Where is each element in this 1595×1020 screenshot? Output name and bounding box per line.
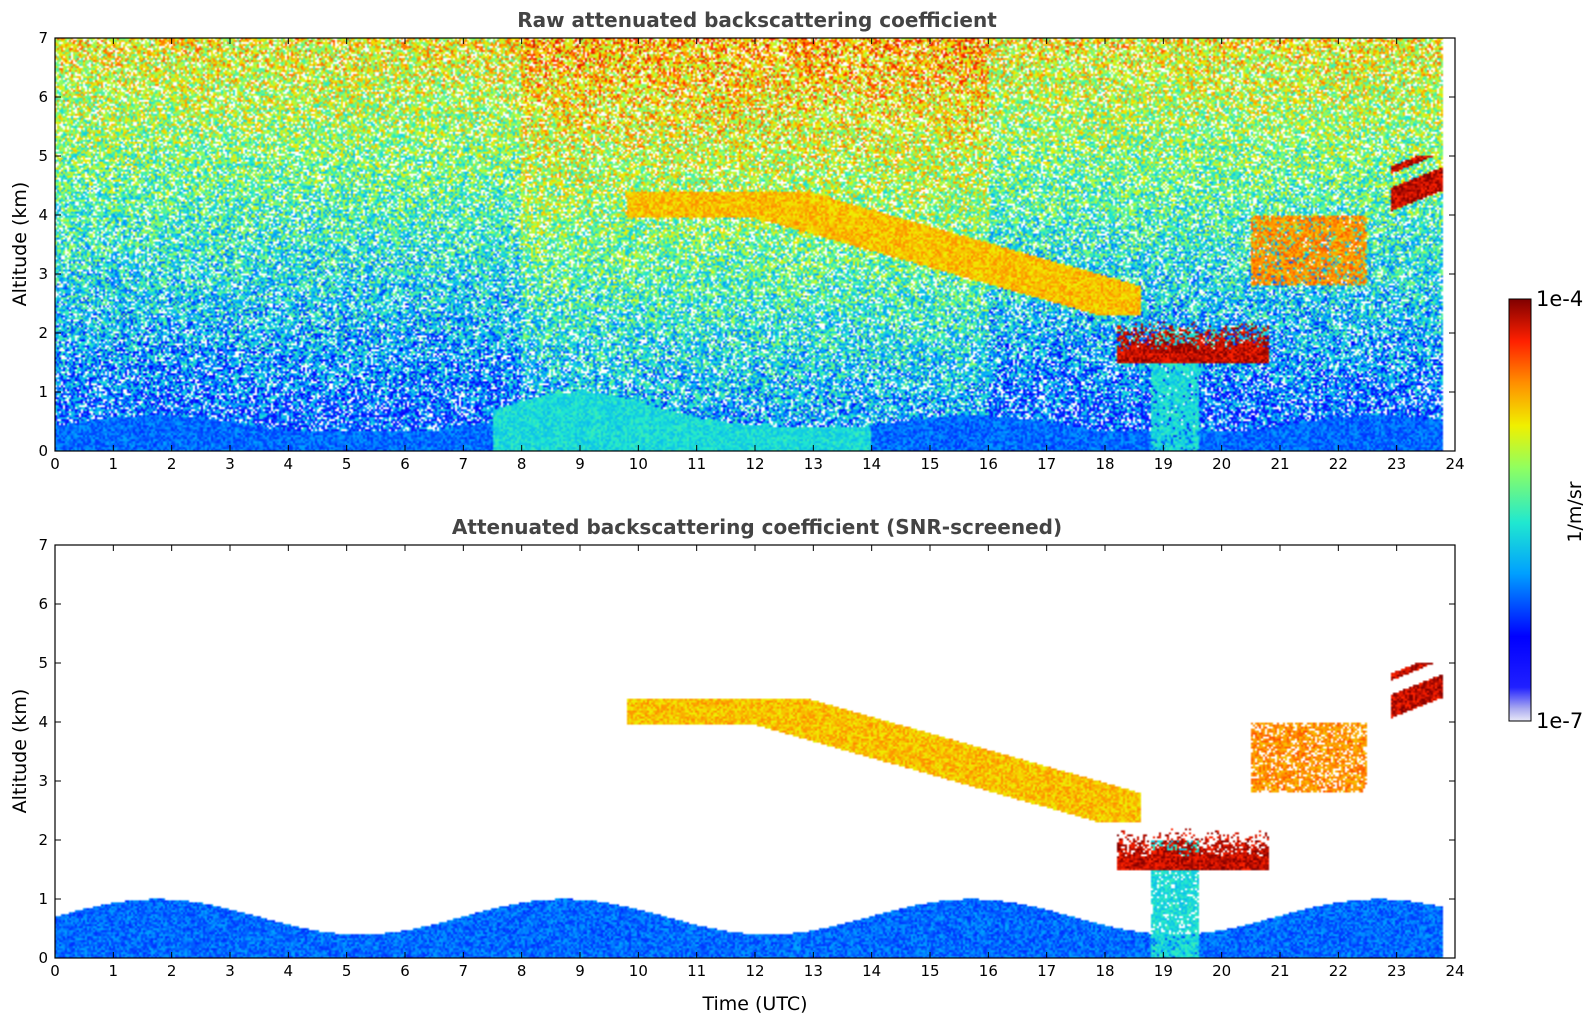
x-tick-label: 2	[167, 962, 177, 980]
y-axis-label: Altitude (km)	[9, 689, 31, 814]
x-tick-label: 15	[920, 962, 939, 980]
colorbar-label: 1/m/sr	[1564, 481, 1586, 542]
x-tick-label: 3	[225, 455, 235, 473]
x-axis-label: Time (UTC)	[701, 993, 807, 1015]
colorbar-gradient	[1508, 298, 1532, 722]
x-tick-label: 12	[745, 455, 764, 473]
x-tick-label: 9	[575, 455, 585, 473]
y-tick-label: 7	[38, 29, 48, 47]
x-tick-label: 12	[745, 962, 764, 980]
x-tick-label: 2	[167, 455, 177, 473]
y-axis-label: Altitude (km)	[9, 182, 31, 307]
x-ticks: 0 1 2 3 4 5 6 7 8 9 10 11 12 13 14 15 16 17 18 19 20 21 22 23 24	[50, 38, 1465, 473]
colorbar-max-label: 1e-4	[1536, 287, 1583, 311]
y-tick-label: 0	[38, 949, 48, 967]
x-tick-label: 1	[109, 962, 119, 980]
x-tick-label: 16	[979, 455, 998, 473]
y-tick-label: 2	[38, 831, 48, 849]
x-tick-label: 17	[1037, 455, 1056, 473]
x-tick-label: 7	[459, 962, 469, 980]
x-tick-label: 4	[284, 962, 294, 980]
panel-raw: Raw attenuated backscattering coefficien…	[9, 8, 1465, 473]
y-tick-label: 5	[38, 654, 48, 672]
panel-screened: Attenuated backscattering coefficient (S…	[9, 515, 1465, 1015]
y-tick-label: 3	[38, 772, 48, 790]
y-tick-label: 6	[38, 88, 48, 106]
x-tick-label: 10	[629, 962, 648, 980]
y-tick-label: 5	[38, 147, 48, 165]
x-tick-label: 21	[1270, 455, 1289, 473]
x-tick-label: 18	[1095, 962, 1114, 980]
heatmap-image	[55, 38, 1455, 451]
x-tick-label: 6	[400, 455, 410, 473]
y-ticks: 0 1 2 3 4 5 6 7	[38, 536, 1455, 967]
y-tick-label: 0	[38, 442, 48, 460]
x-tick-label: 19	[1154, 455, 1173, 473]
x-tick-label: 16	[979, 962, 998, 980]
x-tick-label: 7	[459, 455, 469, 473]
x-tick-label: 22	[1329, 455, 1348, 473]
x-tick-label: 18	[1095, 455, 1114, 473]
y-tick-label: 1	[38, 383, 48, 401]
x-tick-label: 23	[1387, 455, 1406, 473]
colorbar-min-label: 1e-7	[1536, 709, 1583, 733]
x-tick-label: 11	[687, 455, 706, 473]
x-ticks: 0 1 2 3 4 5 6 7 8 9 10 11 12 13 14 15 16 17 18 19 20 21 22 23 24	[50, 545, 1465, 980]
x-tick-label: 9	[575, 962, 585, 980]
x-tick-label: 5	[342, 455, 352, 473]
x-tick-label: 13	[804, 962, 823, 980]
x-tick-label: 22	[1329, 962, 1348, 980]
chart-title: Attenuated backscattering coefficient (S…	[452, 515, 1062, 539]
x-tick-label: 3	[225, 962, 235, 980]
x-tick-label: 8	[517, 455, 527, 473]
x-tick-label: 10	[629, 455, 648, 473]
y-tick-label: 7	[38, 536, 48, 554]
x-tick-label: 19	[1154, 962, 1173, 980]
y-tick-label: 1	[38, 890, 48, 908]
x-tick-label: 21	[1270, 962, 1289, 980]
x-tick-label: 1	[109, 455, 119, 473]
y-tick-label: 3	[38, 265, 48, 283]
y-tick-label: 2	[38, 324, 48, 342]
x-tick-label: 11	[687, 962, 706, 980]
x-tick-label: 15	[920, 455, 939, 473]
heatmap-image	[55, 545, 1455, 958]
x-tick-label: 0	[50, 962, 60, 980]
x-tick-label: 23	[1387, 962, 1406, 980]
chart-title: Raw attenuated backscattering coefficien…	[517, 8, 997, 32]
y-ticks: 0 1 2 3 4 5 6 7	[38, 29, 1455, 460]
x-tick-label: 0	[50, 455, 60, 473]
x-tick-label: 4	[284, 455, 294, 473]
x-tick-label: 20	[1212, 455, 1231, 473]
x-tick-label: 24	[1445, 962, 1464, 980]
x-tick-label: 14	[862, 962, 881, 980]
x-tick-label: 8	[517, 962, 527, 980]
y-tick-label: 6	[38, 595, 48, 613]
x-tick-label: 17	[1037, 962, 1056, 980]
x-tick-label: 24	[1445, 455, 1464, 473]
x-tick-label: 14	[862, 455, 881, 473]
y-tick-label: 4	[38, 713, 48, 731]
x-tick-label: 20	[1212, 962, 1231, 980]
y-tick-label: 4	[38, 206, 48, 224]
x-tick-label: 5	[342, 962, 352, 980]
colorbar: 1e-4 1e-7 1/m/sr	[1508, 287, 1586, 733]
x-tick-label: 13	[804, 455, 823, 473]
x-tick-label: 6	[400, 962, 410, 980]
